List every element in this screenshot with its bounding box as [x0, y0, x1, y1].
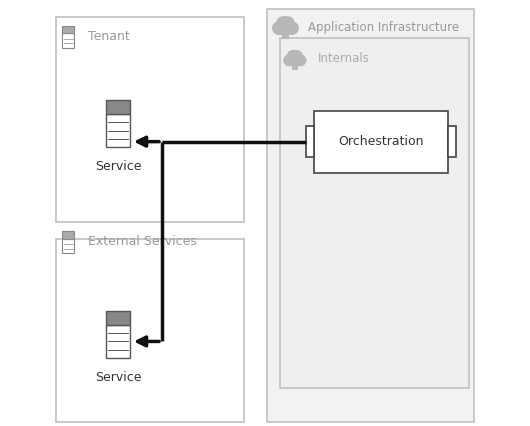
FancyBboxPatch shape [62, 239, 74, 253]
Circle shape [281, 17, 294, 30]
FancyBboxPatch shape [62, 33, 74, 48]
Circle shape [284, 55, 295, 66]
Text: Internals: Internals [318, 52, 370, 65]
FancyBboxPatch shape [292, 65, 298, 69]
Circle shape [295, 55, 306, 66]
Text: Service: Service [95, 371, 142, 383]
FancyBboxPatch shape [267, 9, 474, 422]
FancyBboxPatch shape [280, 38, 470, 388]
Text: Service: Service [95, 160, 142, 173]
FancyBboxPatch shape [306, 126, 314, 157]
Circle shape [287, 51, 298, 62]
FancyBboxPatch shape [107, 325, 130, 358]
FancyBboxPatch shape [448, 126, 456, 157]
FancyBboxPatch shape [62, 26, 74, 33]
FancyBboxPatch shape [107, 114, 130, 147]
FancyBboxPatch shape [107, 311, 130, 325]
FancyBboxPatch shape [56, 17, 244, 222]
Circle shape [291, 51, 302, 62]
Circle shape [277, 17, 294, 35]
FancyBboxPatch shape [282, 34, 289, 39]
Circle shape [286, 22, 298, 35]
Circle shape [277, 17, 290, 30]
FancyBboxPatch shape [62, 231, 74, 239]
Text: Tenant: Tenant [88, 30, 130, 43]
FancyBboxPatch shape [107, 100, 130, 114]
FancyBboxPatch shape [314, 111, 448, 173]
Text: Application Infrastructure: Application Infrastructure [308, 21, 460, 34]
Circle shape [287, 51, 303, 66]
FancyBboxPatch shape [56, 239, 244, 422]
Circle shape [273, 22, 285, 35]
Text: Orchestration: Orchestration [338, 135, 424, 148]
Text: External Services: External Services [88, 236, 197, 248]
